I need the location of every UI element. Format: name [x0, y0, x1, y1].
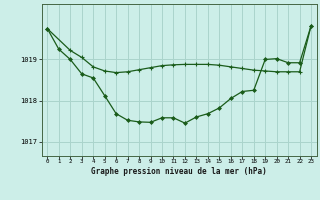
X-axis label: Graphe pression niveau de la mer (hPa): Graphe pression niveau de la mer (hPa)	[91, 167, 267, 176]
